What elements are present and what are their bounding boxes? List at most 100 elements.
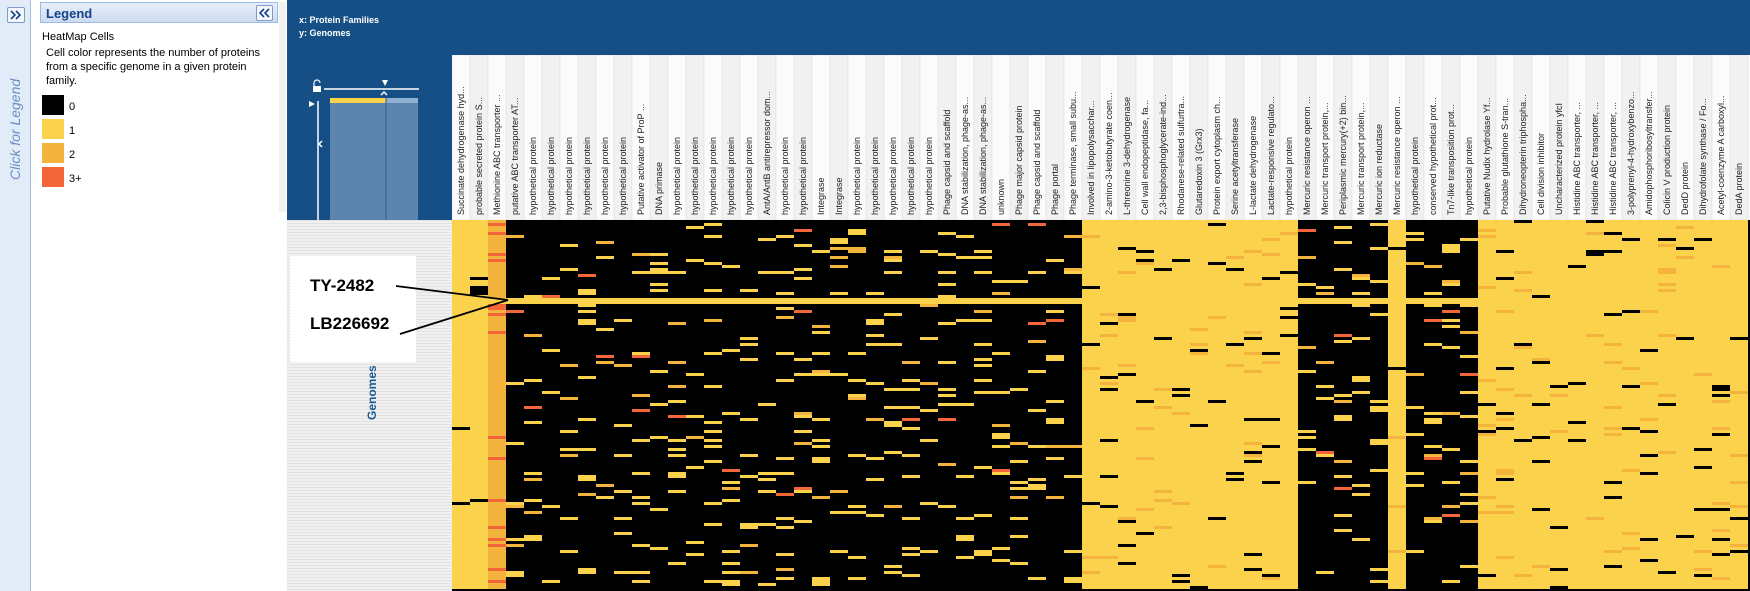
- heatmap-cell[interactable]: [1676, 565, 1694, 568]
- heatmap-cell[interactable]: [1100, 445, 1118, 448]
- heatmap-cell[interactable]: [866, 457, 884, 460]
- heatmap-cell[interactable]: [1262, 250, 1280, 253]
- heatmap-cell[interactable]: [1388, 223, 1406, 226]
- heatmap-cell[interactable]: [1082, 355, 1100, 358]
- heatmap-cell[interactable]: [1640, 544, 1658, 547]
- heatmap-cell[interactable]: [1550, 364, 1568, 367]
- heatmap-cell[interactable]: [470, 433, 488, 436]
- heatmap-cell[interactable]: [452, 481, 470, 484]
- heatmap-cell[interactable]: [1640, 361, 1658, 364]
- heatmap-cell[interactable]: [1478, 538, 1496, 541]
- heatmap-cell[interactable]: [1694, 547, 1712, 550]
- heatmap-cell[interactable]: [1478, 361, 1496, 364]
- heatmap-cell[interactable]: [1190, 250, 1208, 253]
- heatmap-cell[interactable]: [1244, 232, 1262, 235]
- heatmap-cell[interactable]: [1640, 382, 1658, 385]
- column-label-cell[interactable]: [1729, 55, 1749, 220]
- heatmap-cell[interactable]: [1514, 268, 1532, 271]
- heatmap-cell[interactable]: [1496, 394, 1514, 397]
- heatmap-cell[interactable]: [452, 436, 470, 439]
- heatmap-cell[interactable]: [1226, 568, 1244, 571]
- heatmap-cell[interactable]: [1730, 328, 1748, 331]
- heatmap-cell[interactable]: [1604, 271, 1622, 274]
- heatmap-cell[interactable]: [1694, 256, 1712, 259]
- heatmap-cell[interactable]: [1064, 550, 1082, 553]
- heatmap-cell[interactable]: [1568, 397, 1586, 400]
- heatmap-cell[interactable]: [1136, 478, 1154, 481]
- heatmap-cell[interactable]: [1712, 334, 1730, 337]
- heatmap-cell[interactable]: [1190, 259, 1208, 262]
- heatmap-cell[interactable]: [1568, 508, 1586, 511]
- heatmap-cell[interactable]: [1604, 547, 1622, 550]
- heatmap-cell[interactable]: [1730, 244, 1748, 247]
- heatmap-cell[interactable]: [1694, 562, 1712, 565]
- heatmap-cell[interactable]: [1388, 451, 1406, 454]
- heatmap-cell[interactable]: [1388, 361, 1406, 364]
- heatmap-cell[interactable]: [1550, 247, 1568, 250]
- heatmap-cell[interactable]: [1154, 472, 1172, 475]
- heatmap-cell[interactable]: [1100, 319, 1118, 322]
- heatmap-cell[interactable]: [1640, 409, 1658, 412]
- heatmap-cell[interactable]: [1640, 568, 1658, 571]
- heatmap-cell[interactable]: [1280, 409, 1298, 412]
- heatmap-cell[interactable]: [1622, 325, 1640, 328]
- heatmap-cell[interactable]: [1154, 379, 1172, 382]
- heatmap-cell[interactable]: [1496, 331, 1514, 334]
- heatmap-cell[interactable]: [902, 406, 920, 409]
- heatmap-cell[interactable]: [1226, 496, 1244, 499]
- heatmap-cell[interactable]: [1496, 439, 1514, 442]
- heatmap-cell[interactable]: [1046, 319, 1064, 322]
- heatmap-cell[interactable]: [1136, 565, 1154, 568]
- heatmap-cell[interactable]: [1082, 229, 1100, 232]
- heatmap-cell[interactable]: [1136, 448, 1154, 451]
- heatmap-cell[interactable]: [596, 496, 614, 499]
- heatmap-cell[interactable]: [1118, 388, 1136, 391]
- heatmap-cell[interactable]: [452, 229, 470, 232]
- heatmap-cell[interactable]: [488, 481, 506, 484]
- heatmap-cell[interactable]: [452, 514, 470, 517]
- heatmap-cell[interactable]: [1532, 301, 1550, 304]
- heatmap-cell[interactable]: [1226, 523, 1244, 526]
- heatmap-cell[interactable]: [1550, 394, 1568, 397]
- heatmap-cell[interactable]: [1154, 499, 1172, 502]
- heatmap-cell[interactable]: [1478, 322, 1496, 325]
- heatmap-cell[interactable]: [1532, 568, 1550, 571]
- heatmap-cell[interactable]: [668, 454, 686, 457]
- heatmap-cell[interactable]: [1694, 253, 1712, 256]
- heatmap-cell[interactable]: [1550, 541, 1568, 544]
- heatmap-cell[interactable]: [1478, 469, 1496, 472]
- heatmap-cell[interactable]: [1604, 397, 1622, 400]
- heatmap-cell[interactable]: [1676, 313, 1694, 316]
- heatmap-cell[interactable]: [1712, 454, 1730, 457]
- heatmap-cell[interactable]: [1586, 532, 1604, 535]
- heatmap-cell[interactable]: [1532, 247, 1550, 250]
- heatmap-cell[interactable]: [758, 490, 776, 493]
- heatmap-cell[interactable]: [1190, 511, 1208, 514]
- heatmap-cell[interactable]: [1154, 385, 1172, 388]
- heatmap-cell[interactable]: [1082, 433, 1100, 436]
- heatmap-cell[interactable]: [452, 376, 470, 379]
- heatmap-cell[interactable]: [578, 304, 596, 307]
- heatmap-cell[interactable]: [1532, 583, 1550, 586]
- heatmap-cell[interactable]: [1622, 388, 1640, 391]
- heatmap-cell[interactable]: [1082, 262, 1100, 265]
- heatmap-cell[interactable]: [1640, 229, 1658, 232]
- heatmap-cell[interactable]: [1172, 241, 1190, 244]
- heatmap-cell[interactable]: [848, 577, 866, 580]
- heatmap-cell[interactable]: [1208, 568, 1226, 571]
- heatmap-cell[interactable]: [1676, 403, 1694, 406]
- heatmap-cell[interactable]: [1136, 298, 1154, 301]
- heatmap-cell[interactable]: [1208, 277, 1226, 280]
- heatmap-cell[interactable]: [1388, 358, 1406, 361]
- heatmap-cell[interactable]: [1622, 538, 1640, 541]
- heatmap-cell[interactable]: [1532, 325, 1550, 328]
- heatmap-cell[interactable]: [1478, 526, 1496, 529]
- heatmap-cell[interactable]: [1172, 553, 1190, 556]
- heatmap-cell[interactable]: [1190, 421, 1208, 424]
- heatmap-cell[interactable]: [1424, 520, 1442, 523]
- heatmap-cell[interactable]: [1118, 433, 1136, 436]
- heatmap-cell[interactable]: [1208, 265, 1226, 268]
- heatmap-cell[interactable]: [1478, 535, 1496, 538]
- heatmap-cell[interactable]: [488, 313, 506, 316]
- heatmap-cell[interactable]: [1658, 520, 1676, 523]
